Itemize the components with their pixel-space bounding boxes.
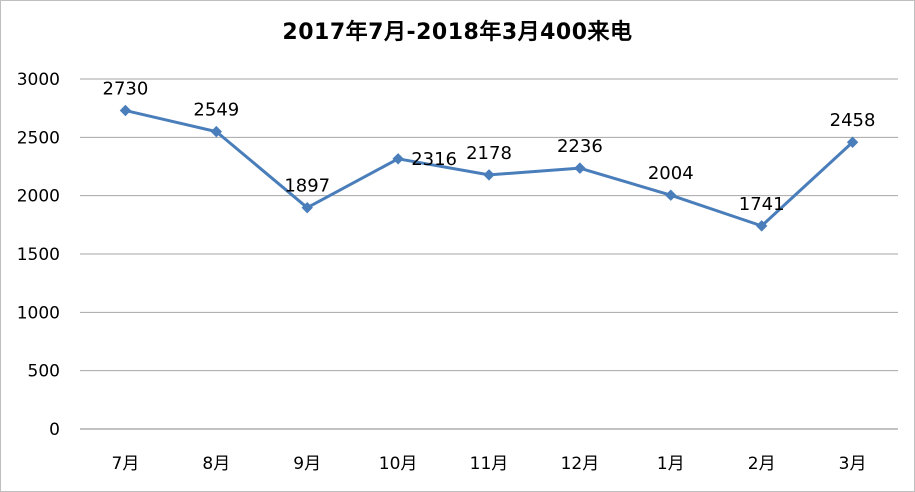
data-point-marker [755, 220, 768, 232]
y-tick-label: 1000 [17, 303, 60, 323]
data-point-marker [665, 189, 677, 201]
x-tick-label: 1月 [657, 454, 685, 474]
x-tick-label: 10月 [379, 454, 418, 474]
y-tick-label: 3000 [17, 70, 60, 90]
data-point-marker [210, 125, 223, 138]
data-label: 2178 [466, 143, 512, 164]
data-point-marker [301, 201, 313, 214]
data-label: 2730 [103, 79, 149, 100]
y-axis-ticks: 0 500 1000 1500 2000 2500 3000 [17, 70, 60, 440]
x-tick-label: 11月 [470, 454, 509, 474]
x-tick-label: 9月 [293, 454, 321, 474]
x-axis-ticks: 7月 8月 9月 10月 11月 12月 1月 2月 3月 [112, 454, 867, 474]
x-tick-label: 12月 [561, 454, 600, 474]
data-point-marker [574, 162, 586, 174]
y-tick-label: 500 [28, 362, 60, 382]
chart-title: 2017年7月-2018年3月400来电 [282, 20, 633, 45]
y-tick-label: 2000 [17, 187, 60, 207]
data-label: 2236 [557, 136, 603, 157]
data-point-marker [846, 136, 859, 148]
data-point-marker [483, 169, 495, 181]
data-label: 1741 [739, 194, 785, 215]
x-tick-label: 3月 [839, 454, 867, 474]
x-tick-label: 8月 [202, 454, 230, 474]
x-tick-label: 7月 [112, 454, 140, 474]
data-label: 2458 [830, 110, 876, 131]
data-label: 1897 [284, 176, 330, 197]
data-label: 2549 [193, 100, 239, 121]
y-tick-label: 0 [49, 420, 60, 440]
gridlines [80, 78, 898, 430]
data-label: 2316 [411, 149, 457, 170]
x-tick-label: 2月 [748, 454, 776, 474]
data-label: 2004 [648, 163, 694, 184]
y-tick-label: 1500 [17, 245, 60, 265]
data-points [119, 104, 859, 232]
y-tick-label: 2500 [17, 128, 60, 148]
data-point-marker [392, 153, 404, 165]
data-point-marker [119, 104, 132, 117]
data-labels: 2730 2549 1897 2316 2178 2236 2004 1741 2458 [103, 79, 876, 215]
